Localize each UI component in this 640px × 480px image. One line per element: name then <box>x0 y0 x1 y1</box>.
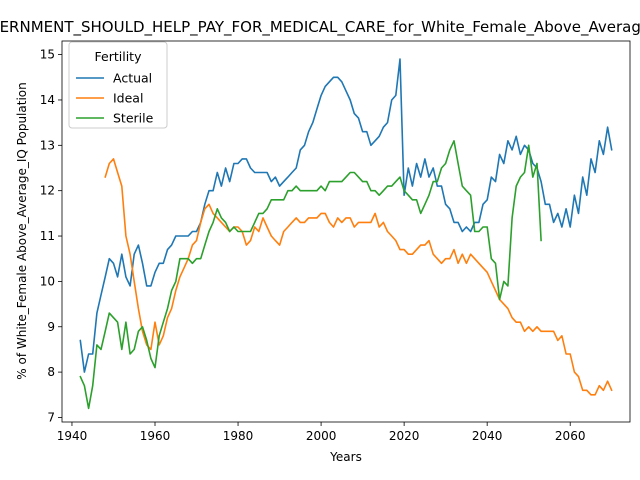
series-line-ideal <box>104 158 613 396</box>
x-tick-label: 2040 <box>472 429 503 443</box>
x-tick-label: 1960 <box>140 429 171 443</box>
x-tick-label: 1980 <box>223 429 254 443</box>
y-axis: 7 8 9 10 11 12 13 14 15 <box>40 48 62 424</box>
x-tick-label: 2000 <box>306 429 337 443</box>
x-tick-label: 2060 <box>555 429 586 443</box>
y-axis-label: % of White_Female Above_Average_IQ Popul… <box>15 82 29 379</box>
y-tick-label: 11 <box>40 229 55 243</box>
y-tick-label: 8 <box>47 365 55 379</box>
legend-label-sterile: Sterile <box>113 111 154 126</box>
x-tick-label: 1940 <box>57 429 88 443</box>
axes-border <box>61 40 631 423</box>
legend-label-actual: Actual <box>113 71 152 86</box>
y-tick-label: 7 <box>47 410 55 424</box>
y-tick-label: 10 <box>40 274 55 288</box>
x-tick-label: 2020 <box>389 429 420 443</box>
legend-title: Fertility <box>95 49 143 64</box>
x-axis-label: Years <box>329 450 362 464</box>
series-layer <box>79 58 613 410</box>
legend-box <box>68 41 168 129</box>
legend-label-ideal: Ideal <box>113 91 143 106</box>
legend-items: Actual Ideal Sterile <box>76 71 154 126</box>
y-tick-label: 13 <box>40 138 55 152</box>
series-line-actual <box>79 58 613 373</box>
chart-title: GOVERNMENT_SHOULD_HELP_PAY_FOR_MEDICAL_C… <box>0 18 640 37</box>
y-tick-label: 15 <box>40 48 55 62</box>
y-tick-label: 14 <box>40 93 55 107</box>
y-tick-label: 12 <box>40 184 55 198</box>
series-line-sterile <box>79 140 542 410</box>
x-axis: 1940 1960 1980 2000 2020 2040 2060 <box>57 422 586 443</box>
y-tick-label: 9 <box>47 320 55 334</box>
legend: Fertility Actual Ideal Sterile <box>68 41 168 129</box>
